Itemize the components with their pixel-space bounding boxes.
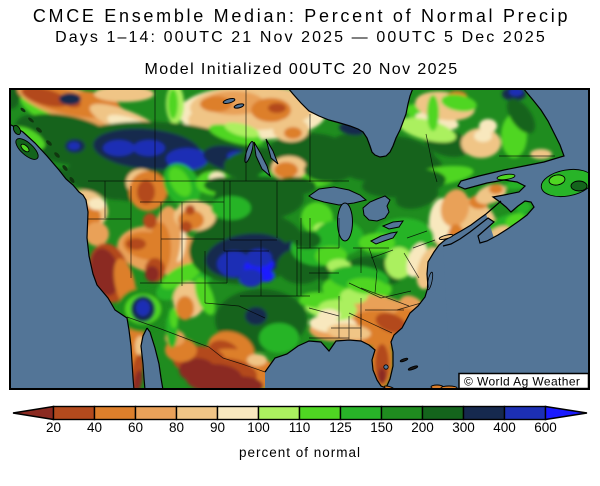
svg-text:125: 125: [329, 420, 352, 435]
svg-text:400: 400: [493, 420, 516, 435]
svg-text:110: 110: [289, 420, 311, 435]
svg-text:20: 20: [46, 420, 61, 435]
svg-text:300: 300: [452, 420, 475, 435]
svg-text:percent of normal: percent of normal: [239, 445, 361, 460]
svg-text:90: 90: [210, 420, 225, 435]
svg-text:150: 150: [370, 420, 393, 435]
svg-text:200: 200: [411, 420, 434, 435]
svg-text:600: 600: [534, 420, 557, 435]
svg-text:100: 100: [247, 420, 270, 435]
svg-text:© World Ag Weather: © World Ag Weather: [464, 375, 580, 389]
svg-text:40: 40: [87, 420, 102, 435]
svg-text:60: 60: [128, 420, 143, 435]
svg-text:80: 80: [169, 420, 184, 435]
